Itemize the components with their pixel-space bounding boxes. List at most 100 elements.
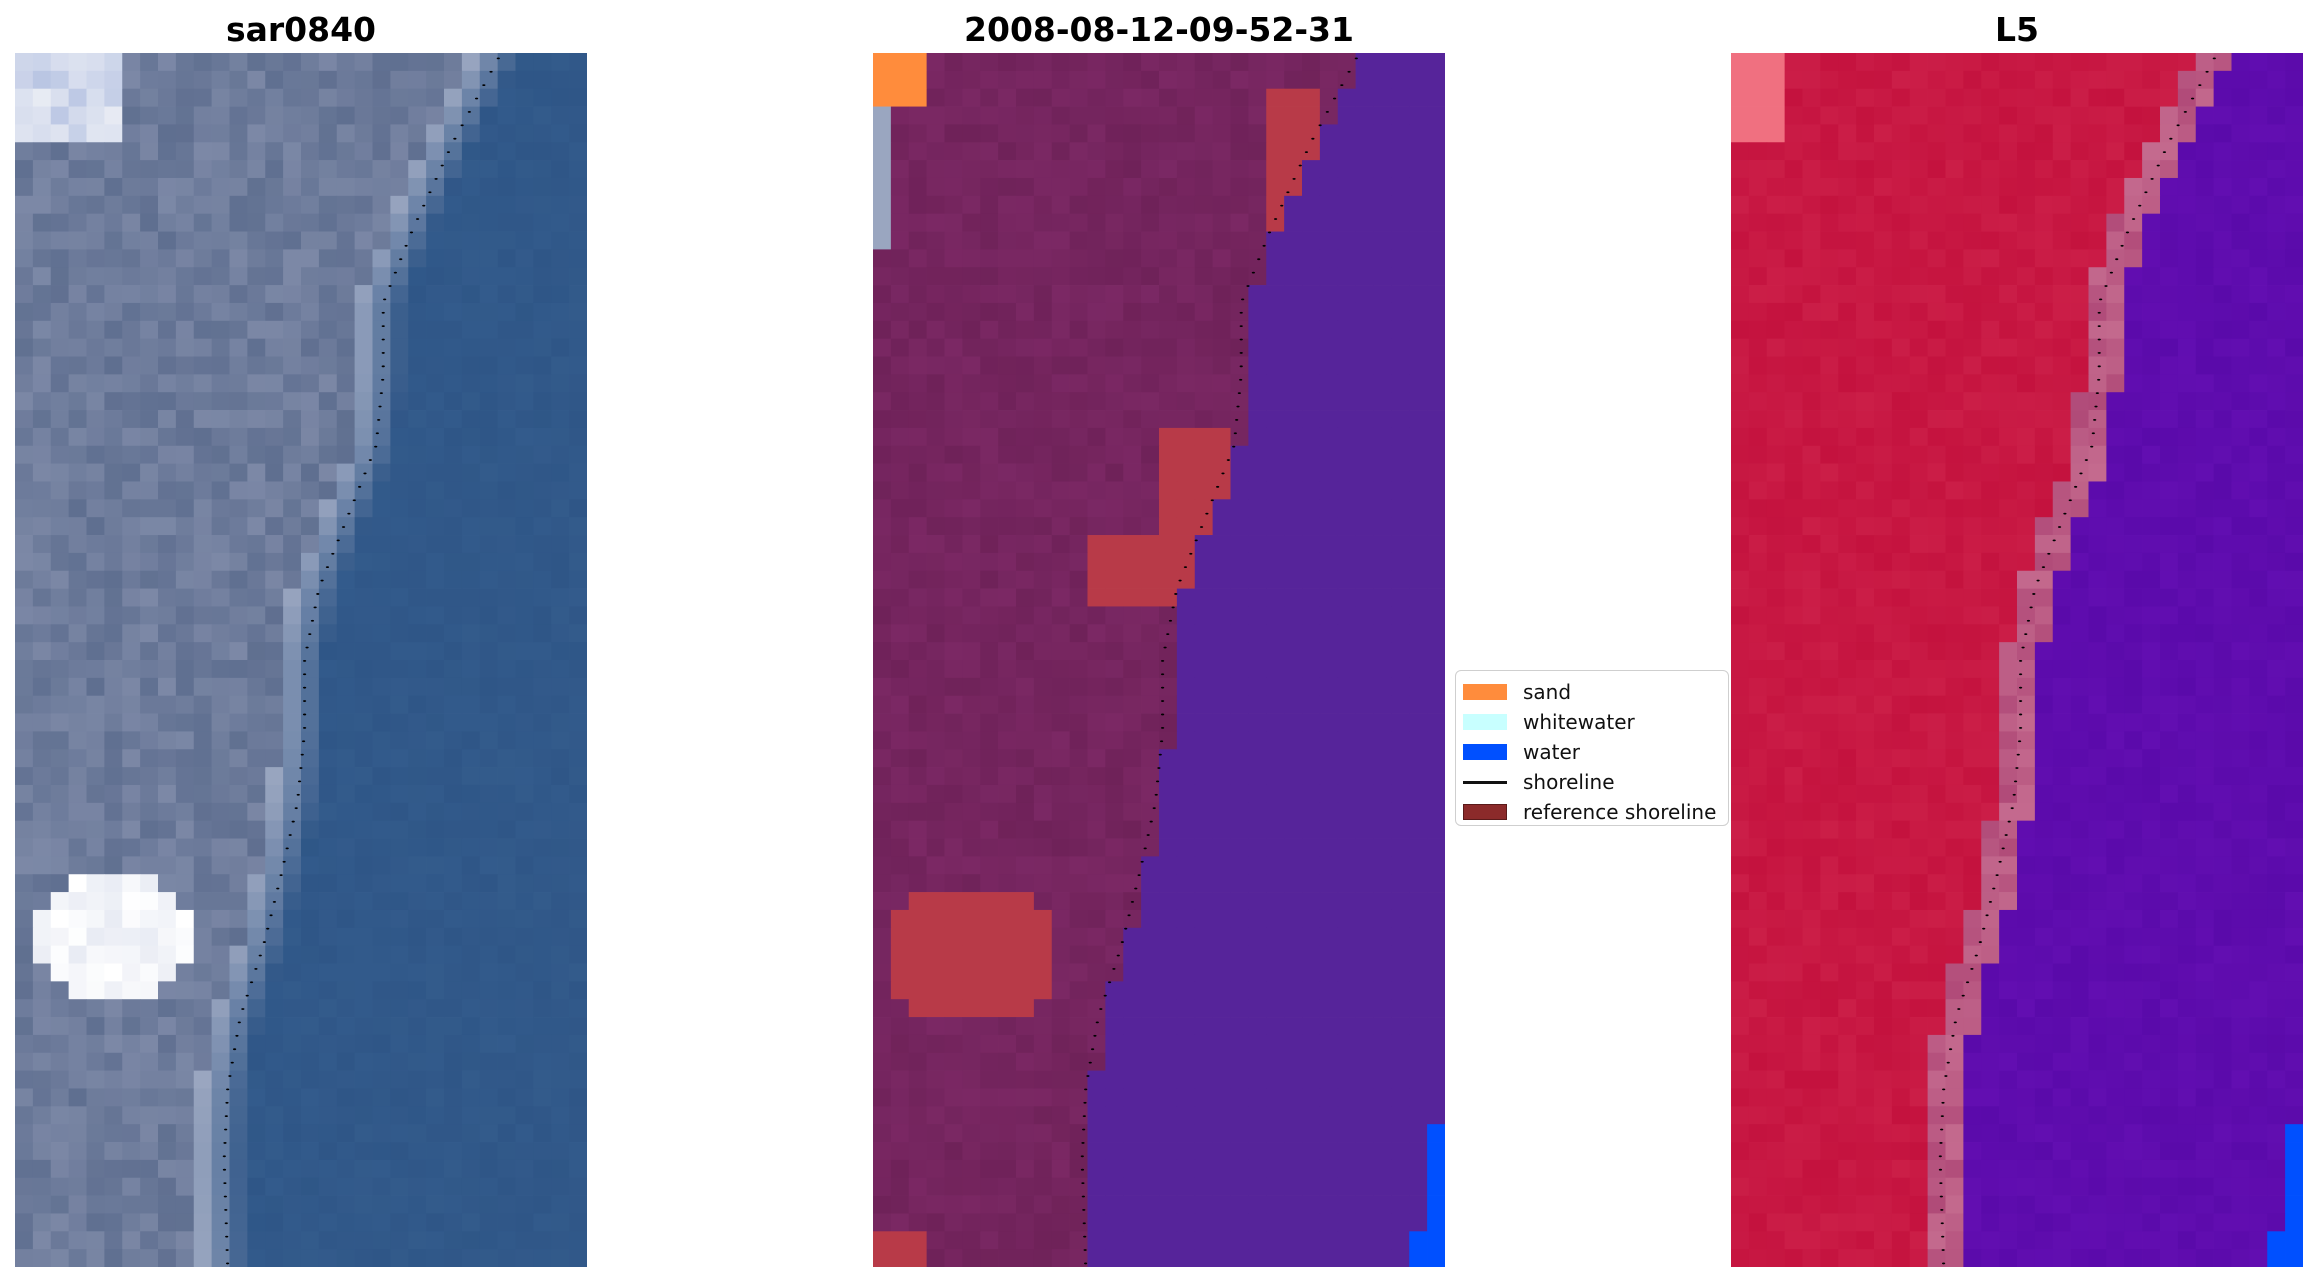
pixel [533,1124,552,1143]
pixel [15,1017,34,1036]
pixel [1105,624,1124,643]
pixel [193,1249,212,1267]
pixel [1391,499,1410,518]
pixel [890,1017,910,1036]
pixel [426,1106,445,1125]
pixel [1266,1070,1285,1089]
pixel [1194,177,1213,197]
pixel [140,195,159,215]
pixel [1319,177,1339,197]
pixel [1319,820,1339,839]
pixel [1391,981,1410,1000]
pixel [873,731,892,750]
pixel [229,267,248,286]
pixel [1141,517,1160,536]
pixel [1266,1195,1285,1214]
pixel [1248,695,1267,714]
pixel [247,1017,266,1036]
pixel [2285,267,2303,286]
pixel [1266,517,1285,536]
pixel [301,53,320,72]
pixel [1051,1159,1070,1179]
pixel [175,892,195,911]
pixel [980,195,999,215]
pixel [1069,481,1088,500]
pixel [1230,660,1249,679]
pixel [980,1088,999,1107]
pixel [175,410,195,429]
pixel [908,838,927,857]
pixel [15,427,34,447]
pixel [211,695,230,714]
pixel [158,570,177,589]
pixel [569,1159,587,1179]
pixel [980,356,999,375]
pixel [140,1106,159,1125]
pixel [1051,1106,1070,1125]
pixel [1784,231,1803,250]
pixel [1909,302,1928,322]
pixel [998,124,1017,143]
pixel [1105,70,1124,90]
pixel [890,53,910,72]
pixel [158,588,177,607]
pixel [1087,160,1106,179]
pixel [2034,285,2054,304]
pixel [1212,463,1231,482]
pixel [479,713,498,732]
pixel [2249,249,2268,268]
pixel [426,588,445,607]
pixel [229,1177,248,1196]
pixel [301,927,320,947]
pixel [2034,392,2054,411]
pixel [336,195,355,215]
pixel [15,302,34,322]
pixel [1212,1124,1231,1143]
pixel [68,410,87,429]
pixel [533,106,552,125]
pixel [1123,606,1142,625]
pixel [926,552,945,572]
pixel [1427,749,1445,768]
pixel [32,749,52,768]
pixel [1176,838,1196,857]
pixel [158,499,177,518]
pixel [1141,856,1160,875]
pixel [1123,1142,1142,1161]
pixel [497,427,516,447]
pixel [354,945,373,964]
pixel [68,267,87,286]
pixel [980,410,999,429]
pixel [211,909,230,929]
pixel [2249,356,2268,375]
pixel [2124,124,2143,143]
pixel [2124,392,2143,411]
pixel [2034,356,2054,375]
pixel [1427,106,1445,125]
pixel [1427,981,1445,1000]
pixel [229,1249,248,1267]
pixel [1051,552,1070,572]
pixel [998,892,1017,911]
pixel [1319,1052,1339,1071]
pixel [1141,802,1160,822]
pixel [908,445,927,464]
pixel [461,731,481,750]
pixel [50,106,69,125]
pixel [1427,267,1445,286]
pixel [569,642,587,661]
pixel [283,374,302,393]
pixel [408,767,427,786]
pixel [1284,231,1303,250]
pixel [1141,1249,1160,1267]
pixel [962,249,981,268]
pixel [944,767,963,786]
pixel [1409,1177,1428,1196]
pixel [980,392,999,411]
pixel [1373,231,1392,250]
pixel [247,1159,266,1179]
pixel [1856,392,1875,411]
pixel [1087,88,1106,107]
pixel [86,802,105,822]
pixel [1212,427,1231,447]
